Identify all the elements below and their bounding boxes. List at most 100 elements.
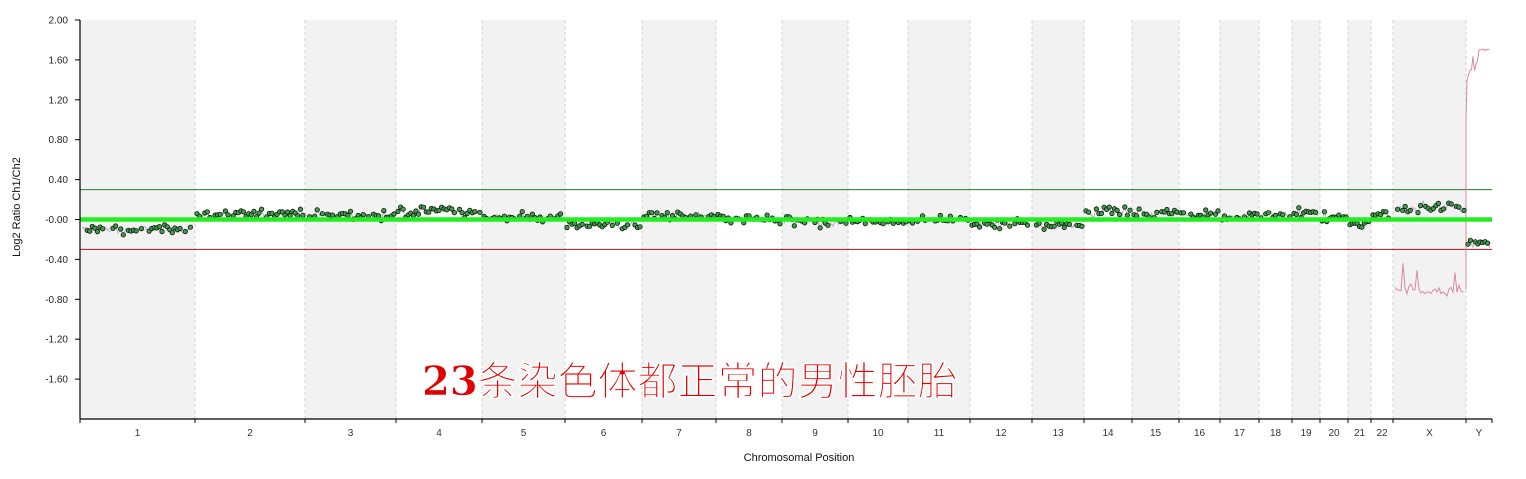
- y-tick-label: 0.40: [49, 175, 69, 186]
- y-tick-label: 1.60: [49, 55, 69, 66]
- data-point-chr12: [992, 224, 998, 230]
- data-point-chr12: [976, 224, 983, 230]
- data-point-chrX: [1407, 207, 1413, 213]
- chromosome-label-10: 10: [872, 428, 884, 439]
- chromosome-label-8: 8: [746, 428, 752, 439]
- data-point-chr15: [1136, 206, 1142, 212]
- x-axis-chromosome-labels: 1 2 3 4 5 6 7 8 9 10 11 12 13 14 15 16 17 18 19 20 21 22 X Y: [79, 419, 1493, 439]
- data-point-chr14: [1106, 204, 1112, 210]
- x-axis-title: Chromosomal Position: [744, 452, 855, 464]
- data-point-chr13: [1079, 223, 1085, 229]
- data-point-chr1: [138, 226, 144, 232]
- data-point-chr1: [187, 224, 193, 230]
- data-point-chr2: [269, 210, 275, 216]
- data-point-chr2: [258, 206, 265, 212]
- overlay-caption: 23条染色体都正常的男性胚胎: [422, 358, 958, 405]
- chromosome-label-14: 14: [1102, 428, 1114, 439]
- data-point-chr19: [1296, 205, 1302, 211]
- data-point-chr7: [649, 210, 655, 216]
- data-point-chr13: [1061, 224, 1067, 230]
- data-point-chr6: [624, 222, 631, 228]
- y-tick-label: -1.60: [45, 375, 68, 386]
- data-point-chr16: [1212, 211, 1219, 217]
- data-point-chr2: [287, 213, 293, 219]
- data-point-chr14: [1086, 209, 1092, 215]
- data-point-chr7: [664, 210, 670, 216]
- data-point-chr4: [415, 211, 422, 217]
- data-point-chr10: [880, 221, 886, 227]
- data-point-chr14: [1093, 206, 1100, 212]
- chromosome-label-1: 1: [135, 428, 141, 439]
- data-point-chr1: [133, 228, 139, 234]
- data-point-chr8: [777, 221, 783, 227]
- data-point-chr2: [284, 209, 291, 215]
- chromosome-label-12: 12: [995, 428, 1007, 439]
- reference-trace-Y: [1465, 48, 1490, 290]
- data-point-chr4: [410, 212, 416, 218]
- data-point-chrX: [1456, 204, 1462, 210]
- chromosome-label-4: 4: [436, 428, 442, 439]
- chromosome-label-22: 22: [1376, 428, 1388, 439]
- data-point-chr1: [182, 228, 188, 235]
- data-point-chr9: [825, 222, 831, 228]
- data-point-chrX: [1418, 203, 1424, 209]
- data-point-chrX: [1448, 201, 1454, 207]
- data-point-chr2: [225, 212, 231, 218]
- chromosome-label-11: 11: [934, 428, 945, 439]
- data-point-chr7: [654, 210, 660, 216]
- data-point-chr13: [1036, 220, 1042, 226]
- chromosome-label-6: 6: [601, 428, 607, 439]
- data-point-chr4: [395, 208, 401, 214]
- data-point-chr19: [1293, 211, 1300, 217]
- data-point-chr6: [564, 224, 570, 231]
- data-point-chr3: [314, 207, 320, 213]
- data-point-chrX: [1415, 210, 1421, 216]
- chromosome-label-X: X: [1426, 428, 1433, 439]
- chromosome-label-Y: Y: [1476, 428, 1483, 439]
- data-point-chr19: [1313, 209, 1319, 215]
- data-point-chr1: [118, 226, 124, 232]
- data-point-chr3: [391, 211, 397, 217]
- data-point-chr2: [256, 210, 262, 216]
- chromosome-label-16: 16: [1194, 428, 1206, 439]
- data-point-chrX: [1395, 206, 1401, 212]
- data-point-chr12: [984, 221, 990, 227]
- data-point-chr2: [240, 209, 247, 215]
- data-point-chrX: [1402, 203, 1408, 210]
- data-point-chr1: [156, 224, 162, 230]
- data-point-chr4: [426, 209, 432, 215]
- chromosome-label-20: 20: [1328, 428, 1340, 439]
- data-point-chr8: [764, 212, 770, 218]
- data-point-chr22: [1383, 209, 1389, 215]
- data-point-chr14: [1109, 210, 1115, 217]
- data-point-chr1: [100, 226, 106, 232]
- data-point-chr6: [609, 222, 615, 228]
- data-point-chr1: [177, 225, 183, 232]
- y-tick-label: 1.20: [49, 95, 69, 106]
- data-point-chr4: [472, 209, 478, 215]
- data-point-chr13: [1051, 223, 1057, 229]
- data-point-chr3: [381, 208, 387, 214]
- chromosome-label-5: 5: [521, 428, 527, 439]
- data-point-chr21: [1359, 224, 1365, 230]
- data-point-chr4: [449, 206, 455, 212]
- y-tick-label: -0.00: [45, 215, 68, 226]
- data-point-chrX: [1461, 207, 1467, 213]
- data-point-chr4: [459, 210, 465, 216]
- chromosome-label-7: 7: [676, 428, 682, 439]
- data-point-chr16: [1180, 210, 1187, 216]
- data-point-chr2: [204, 209, 210, 215]
- data-point-chr15: [1154, 209, 1160, 215]
- data-point-chr5: [557, 211, 564, 217]
- data-point-chrX: [1435, 200, 1442, 206]
- chromosome-label-17: 17: [1234, 428, 1246, 439]
- data-point-chr2: [297, 206, 303, 212]
- data-point-chr12: [997, 226, 1003, 232]
- data-point-chr1: [113, 223, 119, 229]
- data-point-chr15: [1169, 211, 1175, 217]
- data-point-chr2: [251, 208, 257, 214]
- chromosome-label-9: 9: [812, 428, 818, 439]
- data-point-chr4: [451, 210, 457, 216]
